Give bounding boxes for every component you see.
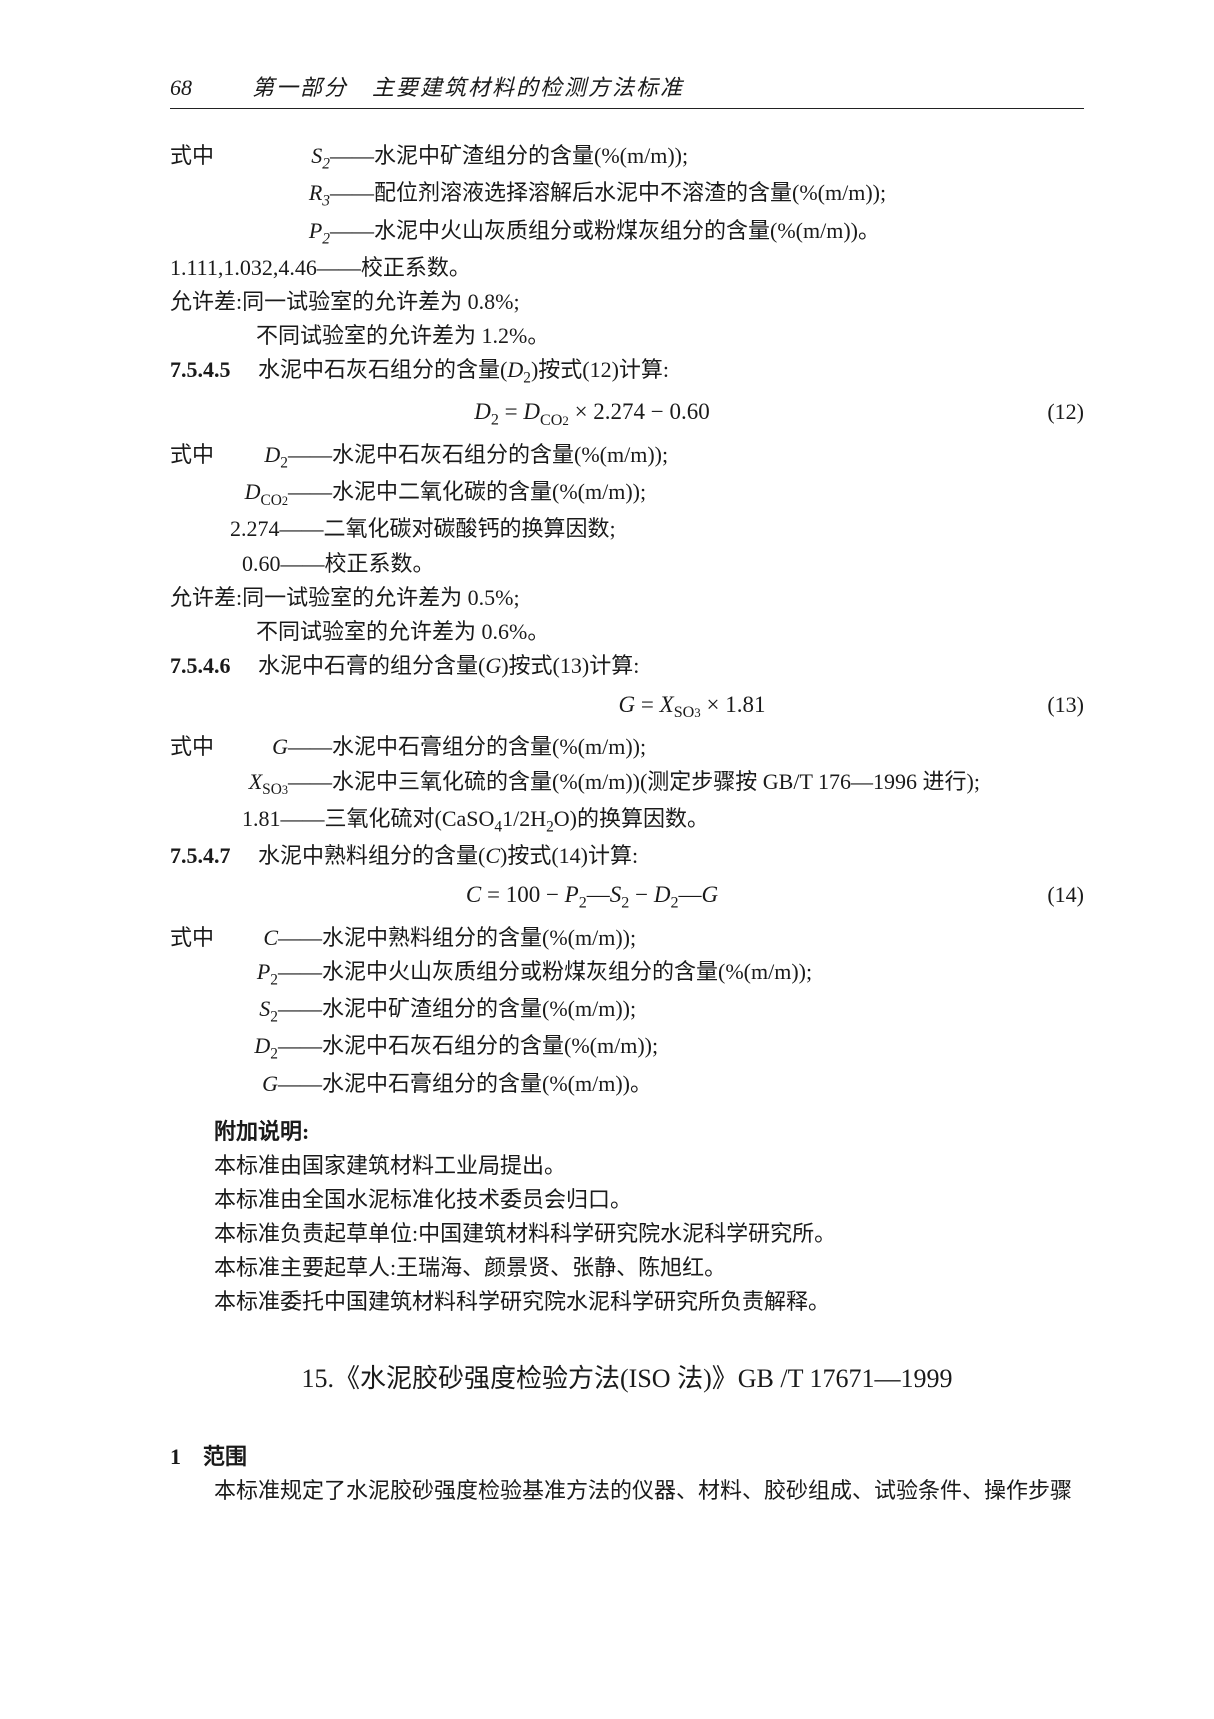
sym-g: G xyxy=(230,730,288,764)
sec-1-head: 1 范围 xyxy=(170,1440,1084,1474)
page: 68 第一部分 主要建筑材料的检测方法标准 式中 S2 ——水泥中矿渣组分的含量… xyxy=(0,0,1214,1719)
def-p2-text: ——水泥中火山灰质组分或粉煤灰组分的含量(%(m/m))。 xyxy=(330,214,880,251)
sec-7546-title: 水泥中石膏的组分含量(G)按式(13)计算: xyxy=(258,653,639,678)
def-d2-text: ——水泥中石灰石组分的含量(%(m/m)); xyxy=(288,438,668,475)
allow-2a: 允许差:同一试验室的允许差为 0.5%; xyxy=(170,581,1084,615)
def-7545-2274: 2.274——二氧化碳对碳酸钙的换算因数; xyxy=(170,512,1084,546)
addendum-l5: 本标准委托中国建筑材料科学研究院水泥科学研究所负责解释。 xyxy=(170,1285,1084,1319)
def-xso3-text: ——水泥中三氧化硫的含量(%(m/m))(测定步骤按 GB/T 176—1996… xyxy=(288,765,980,802)
sec-7545-title: 水泥中石灰石组分的含量(D2)按式(12)计算: xyxy=(258,357,669,382)
eq12-num: (12) xyxy=(1014,395,1084,429)
def-7546-g: 式中 G ——水泥中石膏组分的含量(%(m/m)); xyxy=(170,730,1084,764)
eq13-body: G = XSO3 × 1.81 xyxy=(170,687,1014,727)
where-label-7546: 式中 xyxy=(170,730,230,764)
sym-s2: S2 xyxy=(290,139,330,176)
correction-coeff: 1.111,1.032,4.46——校正系数。 xyxy=(170,251,1084,285)
addendum-block: 附加说明: 本标准由国家建筑材料工业局提出。 本标准由全国水泥标准化技术委员会归… xyxy=(170,1115,1084,1320)
def-r3-text: ——配位剂溶液选择溶解后水泥中不溶渣的含量(%(m/m)); xyxy=(330,176,886,213)
def-2274-text: 2.274——二氧化碳对碳酸钙的换算因数; xyxy=(230,512,616,546)
sym-s2-b: S2 xyxy=(230,992,278,1029)
standard-15-title: 15.《水泥胶砂强度检验方法(ISO 法)》GB /T 17671—1999 xyxy=(170,1359,1084,1399)
def-line-p2: P2 ——水泥中火山灰质组分或粉煤灰组分的含量(%(m/m))。 xyxy=(170,214,1084,251)
sec-7545-num: 7.5.4.5 xyxy=(170,357,231,382)
equation-14: C = 100 − P2—S2 − D2—G (14) xyxy=(170,877,1084,917)
sec-7547-title: 水泥中熟料组分的含量(C)按式(14)计算: xyxy=(258,843,638,868)
def-7546-xso3: XSO3 ——水泥中三氧化硫的含量(%(m/m))(测定步骤按 GB/T 176… xyxy=(170,765,1084,802)
def-line-r3: R3 ——配位剂溶液选择溶解后水泥中不溶渣的含量(%(m/m)); xyxy=(170,176,1084,213)
sec-1-para: 本标准规定了水泥胶砂强度检验基准方法的仪器、材料、胶砂组成、试验条件、操作步骤 xyxy=(170,1474,1084,1508)
addendum-l2: 本标准由全国水泥标准化技术委员会归口。 xyxy=(170,1183,1084,1217)
sec-7547-head: 7.5.4.7 水泥中熟料组分的含量(C)按式(14)计算: xyxy=(170,839,1084,873)
allow-1b: 不同试验室的允许差为 1.2%。 xyxy=(170,319,1084,353)
sym-p2: P2 xyxy=(290,214,330,251)
def-7547-p2: P2 ——水泥中火山灰质组分或粉煤灰组分的含量(%(m/m)); xyxy=(170,955,1084,992)
addendum-l4: 本标准主要起草人:王瑞海、颜景贤、张静、陈旭红。 xyxy=(170,1251,1084,1285)
def-7545-d2: 式中 D2 ——水泥中石灰石组分的含量(%(m/m)); xyxy=(170,438,1084,475)
sec-7545-head: 7.5.4.5 水泥中石灰石组分的含量(D2)按式(12)计算: xyxy=(170,353,1084,390)
eq12-body: D2 = DCO2 × 2.274 − 0.60 xyxy=(170,394,1014,434)
def-7547-g: G ——水泥中石膏组分的含量(%(m/m))。 xyxy=(170,1067,1084,1101)
equation-12: D2 = DCO2 × 2.274 − 0.60 (12) xyxy=(170,394,1084,434)
running-header: 68 第一部分 主要建筑材料的检测方法标准 xyxy=(170,70,1084,109)
page-number: 68 xyxy=(170,75,192,101)
def-7546-181: 1.81——三氧化硫对(CaSO41/2H2O)的换算因数。 xyxy=(170,802,1084,839)
sec-7546-head: 7.5.4.6 水泥中石膏的组分含量(G)按式(13)计算: xyxy=(170,649,1084,683)
allow-2b: 不同试验室的允许差为 0.6%。 xyxy=(170,615,1084,649)
def-7547-c: 式中 C ——水泥中熟料组分的含量(%(m/m)); xyxy=(170,921,1084,955)
eq14-num: (14) xyxy=(1014,878,1084,912)
def-7547-s2: S2 ——水泥中矿渣组分的含量(%(m/m)); xyxy=(170,992,1084,1029)
def-line-s2: 式中 S2 ——水泥中矿渣组分的含量(%(m/m)); xyxy=(170,139,1084,176)
def-181-text: 1.81——三氧化硫对(CaSO41/2H2O)的换算因数。 xyxy=(230,802,709,839)
equation-13: G = XSO3 × 1.81 (13) xyxy=(170,687,1084,727)
where-label: 式中 xyxy=(170,139,290,176)
def-7547-p2-text: ——水泥中火山灰质组分或粉煤灰组分的含量(%(m/m)); xyxy=(278,955,812,992)
def-c-text: ——水泥中熟料组分的含量(%(m/m)); xyxy=(278,921,636,955)
where-label-7547: 式中 xyxy=(170,921,230,955)
def-g-text: ——水泥中石膏组分的含量(%(m/m)); xyxy=(288,730,646,764)
sec-7547-num: 7.5.4.7 xyxy=(170,843,231,868)
def-7547-s2-text: ——水泥中矿渣组分的含量(%(m/m)); xyxy=(278,992,636,1029)
def-7545-060: 0.60——校正系数。 xyxy=(170,547,1084,581)
allow-1a: 允许差:同一试验室的允许差为 0.8%; xyxy=(170,285,1084,319)
eq14-body: C = 100 − P2—S2 − D2—G xyxy=(170,877,1014,917)
sec-7546-num: 7.5.4.6 xyxy=(170,653,231,678)
def-7545-dco2: DCO2 ——水泥中二氧化碳的含量(%(m/m)); xyxy=(170,475,1084,512)
body-text: 式中 S2 ——水泥中矿渣组分的含量(%(m/m)); R3 ——配位剂溶液选择… xyxy=(170,139,1084,1508)
where-label-7545: 式中 xyxy=(170,438,230,475)
eq13-num: (13) xyxy=(1014,688,1084,722)
sym-xso3: XSO3 xyxy=(230,765,288,802)
sym-c: C xyxy=(230,921,278,955)
addendum-head: 附加说明: xyxy=(170,1115,1084,1149)
def-dco2-text: ——水泥中二氧化碳的含量(%(m/m)); xyxy=(288,475,646,512)
sym-g-b: G xyxy=(230,1067,278,1101)
def-s2-text: ——水泥中矿渣组分的含量(%(m/m)); xyxy=(330,139,688,176)
addendum-l1: 本标准由国家建筑材料工业局提出。 xyxy=(170,1149,1084,1183)
def-060-text: 0.60——校正系数。 xyxy=(230,547,435,581)
addendum-l3: 本标准负责起草单位:中国建筑材料科学研究院水泥科学研究所。 xyxy=(170,1217,1084,1251)
def-7547-g-text: ——水泥中石膏组分的含量(%(m/m))。 xyxy=(278,1067,652,1101)
part-title: 第一部分 主要建筑材料的检测方法标准 xyxy=(252,70,684,102)
sym-p2-b: P2 xyxy=(230,955,278,992)
sym-d2-b: D2 xyxy=(230,1029,278,1066)
sym-d2: D2 xyxy=(230,438,288,475)
def-7547-d2-text: ——水泥中石灰石组分的含量(%(m/m)); xyxy=(278,1029,658,1066)
def-7547-d2: D2 ——水泥中石灰石组分的含量(%(m/m)); xyxy=(170,1029,1084,1066)
sym-dco2: DCO2 xyxy=(230,475,288,512)
sym-r3: R3 xyxy=(290,176,330,213)
